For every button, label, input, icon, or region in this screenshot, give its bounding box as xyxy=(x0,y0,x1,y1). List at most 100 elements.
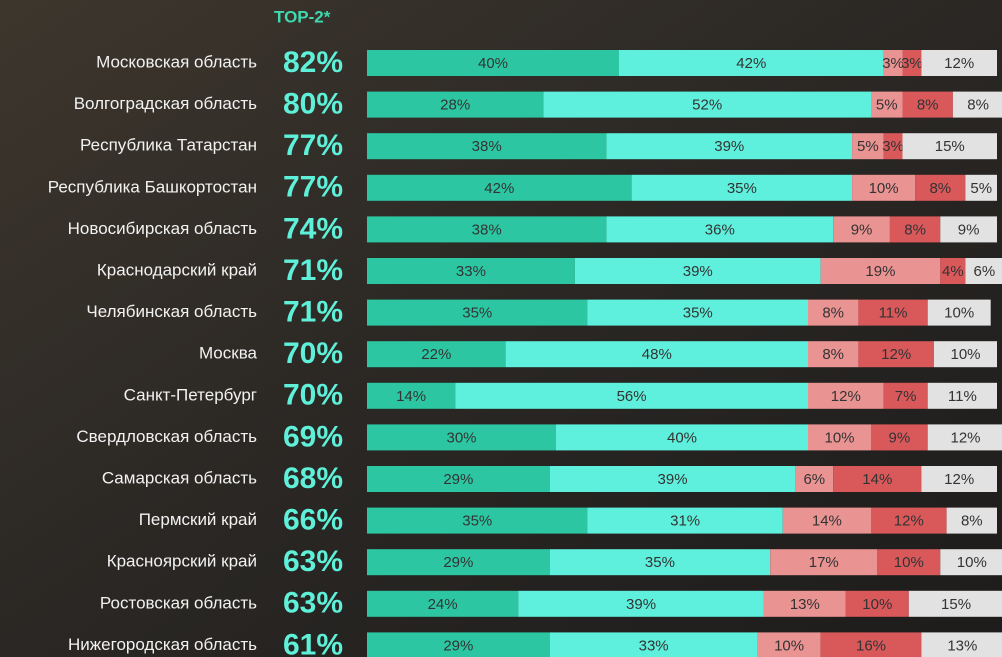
segment-label: 10% xyxy=(869,180,899,197)
segment-label: 8% xyxy=(904,221,926,238)
segment-label: 42% xyxy=(736,55,766,72)
top2-value: 70% xyxy=(283,379,343,412)
segment-label: 10% xyxy=(944,305,974,322)
segment-label: 6% xyxy=(974,263,996,280)
top2-value: 77% xyxy=(283,171,343,204)
segment-label: 40% xyxy=(478,55,508,72)
top2-value: 61% xyxy=(283,628,343,657)
segment-label: 22% xyxy=(421,346,451,363)
segment-label: 12% xyxy=(894,513,924,530)
segment-label: 7% xyxy=(895,388,917,405)
segment-label: 10% xyxy=(824,429,854,446)
top2-value: 77% xyxy=(283,129,343,162)
segment-label: 9% xyxy=(958,221,980,238)
segment-label: 16% xyxy=(856,637,886,654)
segment-label: 8% xyxy=(967,97,989,114)
segment-label: 14% xyxy=(812,513,842,530)
segment-label: 11% xyxy=(948,388,977,405)
segment-label: 12% xyxy=(881,346,911,363)
segment-label: 36% xyxy=(705,221,735,238)
segment-label: 11% xyxy=(879,305,908,322)
segment-label: 8% xyxy=(917,97,939,114)
region-label: Самарская область xyxy=(102,468,257,487)
segment-label: 40% xyxy=(667,429,697,446)
segment-label: 28% xyxy=(440,97,470,114)
segment-label: 8% xyxy=(822,305,844,322)
top2-value: 71% xyxy=(283,254,343,287)
segment-label: 13% xyxy=(790,596,820,613)
segment-label: 30% xyxy=(446,429,476,446)
segment-label: 10% xyxy=(894,554,924,571)
segment-label: 10% xyxy=(957,554,987,571)
segment-label: 48% xyxy=(642,346,672,363)
segment-label: 5% xyxy=(876,97,898,114)
segment-label: 10% xyxy=(862,596,892,613)
segment-label: 29% xyxy=(443,554,473,571)
segment-label: 5% xyxy=(970,180,992,197)
top2-value: 66% xyxy=(283,504,343,537)
region-label: Красноярский край xyxy=(107,552,257,571)
top2-value: 74% xyxy=(283,212,343,245)
segment-label: 29% xyxy=(443,637,473,654)
segment-label: 6% xyxy=(803,471,825,488)
region-label: Новосибирская область xyxy=(68,219,257,238)
segment-label: 38% xyxy=(472,138,502,155)
top2-value: 70% xyxy=(283,337,343,370)
segment-label: 14% xyxy=(396,388,426,405)
region-label: Краснодарский край xyxy=(97,260,257,279)
segment-label: 12% xyxy=(944,471,974,488)
segment-label: 33% xyxy=(456,263,486,280)
segment-label: 35% xyxy=(727,180,757,197)
top2-value: 63% xyxy=(283,587,343,620)
segment-label: 39% xyxy=(714,138,744,155)
region-label: Нижегородская область xyxy=(68,635,257,654)
region-label: Республика Башкортостан xyxy=(48,177,257,196)
top2-value: 80% xyxy=(283,88,343,121)
segment-label: 33% xyxy=(639,637,669,654)
top2-value: 63% xyxy=(283,545,343,578)
segment-label: 9% xyxy=(889,429,911,446)
segment-label: 19% xyxy=(865,263,895,280)
region-label: Свердловская область xyxy=(76,427,257,446)
segment-label: 15% xyxy=(935,138,965,155)
region-label: Республика Татарстан xyxy=(80,136,257,155)
segment-label: 12% xyxy=(831,388,861,405)
segment-label: 35% xyxy=(462,513,492,530)
top2-header: TOP-2* xyxy=(274,7,331,26)
segment-label: 3% xyxy=(901,55,923,72)
segment-label: 8% xyxy=(961,513,983,530)
region-label: Санкт-Петербург xyxy=(124,385,257,404)
segment-label: 15% xyxy=(941,596,971,613)
segment-label: 17% xyxy=(809,554,839,571)
segment-label: 39% xyxy=(683,263,713,280)
segment-label: 31% xyxy=(670,513,700,530)
segment-label: 56% xyxy=(617,388,647,405)
segment-label: 5% xyxy=(857,138,879,155)
segment-label: 4% xyxy=(942,263,964,280)
segment-label: 52% xyxy=(692,97,722,114)
segment-label: 39% xyxy=(626,596,656,613)
top2-value: 82% xyxy=(283,46,343,79)
top2-value: 69% xyxy=(283,420,343,453)
region-label: Пермский край xyxy=(139,510,257,529)
region-label: Московская область xyxy=(96,52,257,71)
segment-label: 14% xyxy=(862,471,892,488)
region-label: Москва xyxy=(199,344,258,363)
chart: TOP-2* Московская область 82% 40% 42% 3% 3% 12… xyxy=(0,0,1002,657)
segment-label: 29% xyxy=(443,471,473,488)
segment-label: 8% xyxy=(822,346,844,363)
segment-label: 3% xyxy=(882,138,904,155)
segment-label: 35% xyxy=(462,305,492,322)
region-label: Челябинская область xyxy=(86,302,257,321)
segment-label: 13% xyxy=(947,637,977,654)
region-label: Волгоградская область xyxy=(74,94,257,113)
segment-label: 9% xyxy=(851,221,873,238)
segment-label: 10% xyxy=(774,637,804,654)
top2-value: 68% xyxy=(283,462,343,495)
page: {"chart_data": {"type": "stacked-bar", "… xyxy=(0,0,1002,657)
segment-label: 12% xyxy=(944,55,974,72)
top2-value: 71% xyxy=(283,296,343,329)
segment-label: 8% xyxy=(929,180,951,197)
segment-label: 24% xyxy=(428,596,458,613)
segment-label: 42% xyxy=(484,180,514,197)
